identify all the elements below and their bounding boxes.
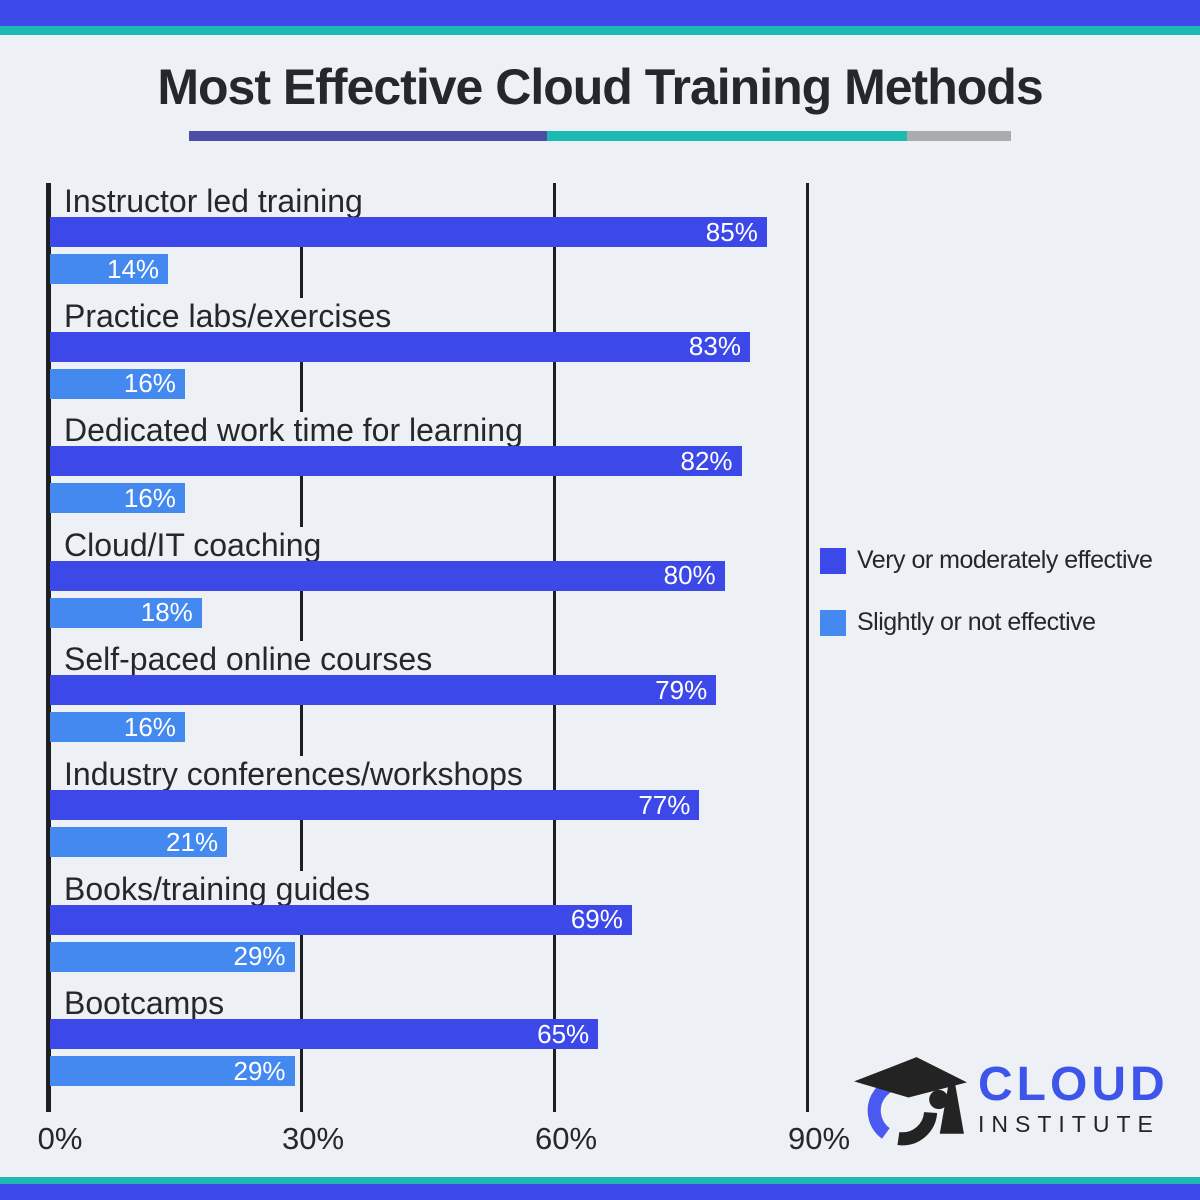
primary-bar: 77% bbox=[50, 789, 700, 820]
legend-item-primary: Very or moderately effective bbox=[820, 546, 1153, 575]
secondary-value-label: 29% bbox=[233, 1055, 286, 1086]
legend-label-primary: Very or moderately effective bbox=[857, 546, 1153, 574]
primary-bar: 85% bbox=[50, 217, 767, 247]
top-border-teal bbox=[0, 26, 1200, 35]
category-row: Industry conferences/workshops 77% 21% bbox=[48, 756, 1162, 870]
graduation-cap-icon bbox=[854, 1057, 967, 1146]
primary-bar: 83% bbox=[50, 331, 750, 362]
primary-value-label: 77% bbox=[638, 789, 691, 820]
category-row: Bootcamps 65% 29% bbox=[48, 985, 1162, 1099]
underline-purple-segment bbox=[189, 131, 547, 141]
page-title: Most Effective Cloud Training Methods bbox=[157, 59, 1043, 115]
legend-item-secondary: Slightly or not effective bbox=[820, 608, 1152, 637]
primary-bar: 65% bbox=[50, 1018, 599, 1050]
logo-wordmark-institute: INSTITUTE bbox=[978, 1110, 1160, 1137]
legend-label-secondary: Slightly or not effective bbox=[857, 608, 1096, 636]
secondary-value-label: 14% bbox=[107, 253, 160, 284]
secondary-bar: 16% bbox=[50, 482, 185, 514]
legend: Very or moderately effective Slightly or… bbox=[820, 546, 1153, 670]
primary-value-label: 80% bbox=[663, 560, 716, 591]
legend-swatch-primary bbox=[820, 547, 846, 574]
logo-wordmark-cloud: CLOUD bbox=[978, 1057, 1169, 1111]
gridline bbox=[45, 183, 51, 1112]
axis-tick-label: 60% bbox=[534, 1121, 598, 1156]
category-row: Books/training guides 69% 29% bbox=[48, 870, 1162, 985]
primary-value-label: 79% bbox=[655, 674, 708, 705]
axis-tick-label: 90% bbox=[787, 1121, 851, 1156]
primary-bar: 80% bbox=[50, 560, 725, 591]
underline-gray-segment bbox=[907, 131, 1011, 141]
category-label: Practice labs/exercises bbox=[61, 297, 406, 338]
plot-area: 0% 30% 60% 90% Instructor led training 85% … bbox=[38, 183, 1162, 1156]
axis-tick-label: 0% bbox=[37, 1121, 83, 1156]
logo-wordmark: CLOUD INSTITUTE bbox=[978, 1057, 1169, 1137]
primary-value-label: 85% bbox=[705, 216, 758, 247]
category-row: Instructor led training 85% 14% bbox=[48, 183, 1162, 297]
bottom-border-teal bbox=[0, 1177, 1200, 1184]
secondary-value-label: 29% bbox=[233, 941, 286, 972]
category-row: Practice labs/exercises 83% 16% bbox=[48, 297, 1162, 412]
category-row: Cloud/IT coaching 80% 18% bbox=[48, 526, 1162, 641]
legend-swatch-secondary bbox=[820, 609, 846, 636]
category-label: Instructor led training bbox=[61, 183, 377, 223]
secondary-value-label: 21% bbox=[166, 826, 219, 857]
primary-value-label: 83% bbox=[688, 331, 741, 362]
axis-tick-label: 30% bbox=[281, 1121, 345, 1156]
secondary-value-label: 18% bbox=[140, 597, 193, 628]
secondary-bar: 16% bbox=[50, 368, 185, 399]
gridline bbox=[552, 183, 556, 1112]
primary-bar: 69% bbox=[50, 904, 632, 935]
underline-teal-segment bbox=[547, 131, 907, 141]
category-label: Bootcamps bbox=[61, 985, 239, 1026]
primary-value-label: 82% bbox=[680, 445, 733, 476]
category-label: Industry conferences/workshops bbox=[61, 756, 537, 796]
secondary-bar: 14% bbox=[50, 253, 169, 284]
primary-bar: 82% bbox=[50, 445, 742, 477]
secondary-bar: 21% bbox=[50, 826, 228, 857]
secondary-bar: 18% bbox=[50, 597, 202, 628]
category-row: Self-paced online courses 79% 16% bbox=[48, 641, 1162, 755]
category-label: Self-paced online courses bbox=[61, 641, 447, 682]
secondary-value-label: 16% bbox=[123, 711, 176, 742]
category-row: Dedicated work time for learning 82% 16% bbox=[48, 412, 1162, 526]
category-label: Books/training guides bbox=[61, 870, 384, 911]
bottom-border-blue bbox=[0, 1184, 1200, 1200]
secondary-bar: 29% bbox=[50, 1055, 295, 1087]
category-label: Dedicated work time for learning bbox=[61, 412, 537, 453]
brand-logo: CLOUD INSTITUTE bbox=[846, 1050, 1169, 1146]
category-label: Cloud/IT coaching bbox=[61, 526, 336, 567]
gridline bbox=[805, 183, 809, 1112]
secondary-value-label: 16% bbox=[123, 368, 176, 399]
primary-bar: 79% bbox=[50, 674, 717, 706]
secondary-bar: 16% bbox=[50, 711, 185, 743]
primary-value-label: 69% bbox=[570, 904, 623, 935]
top-border-blue bbox=[0, 0, 1200, 26]
secondary-bar: 29% bbox=[50, 941, 295, 972]
secondary-value-label: 16% bbox=[123, 482, 176, 513]
primary-value-label: 65% bbox=[537, 1018, 590, 1049]
title-underline bbox=[189, 131, 1011, 141]
